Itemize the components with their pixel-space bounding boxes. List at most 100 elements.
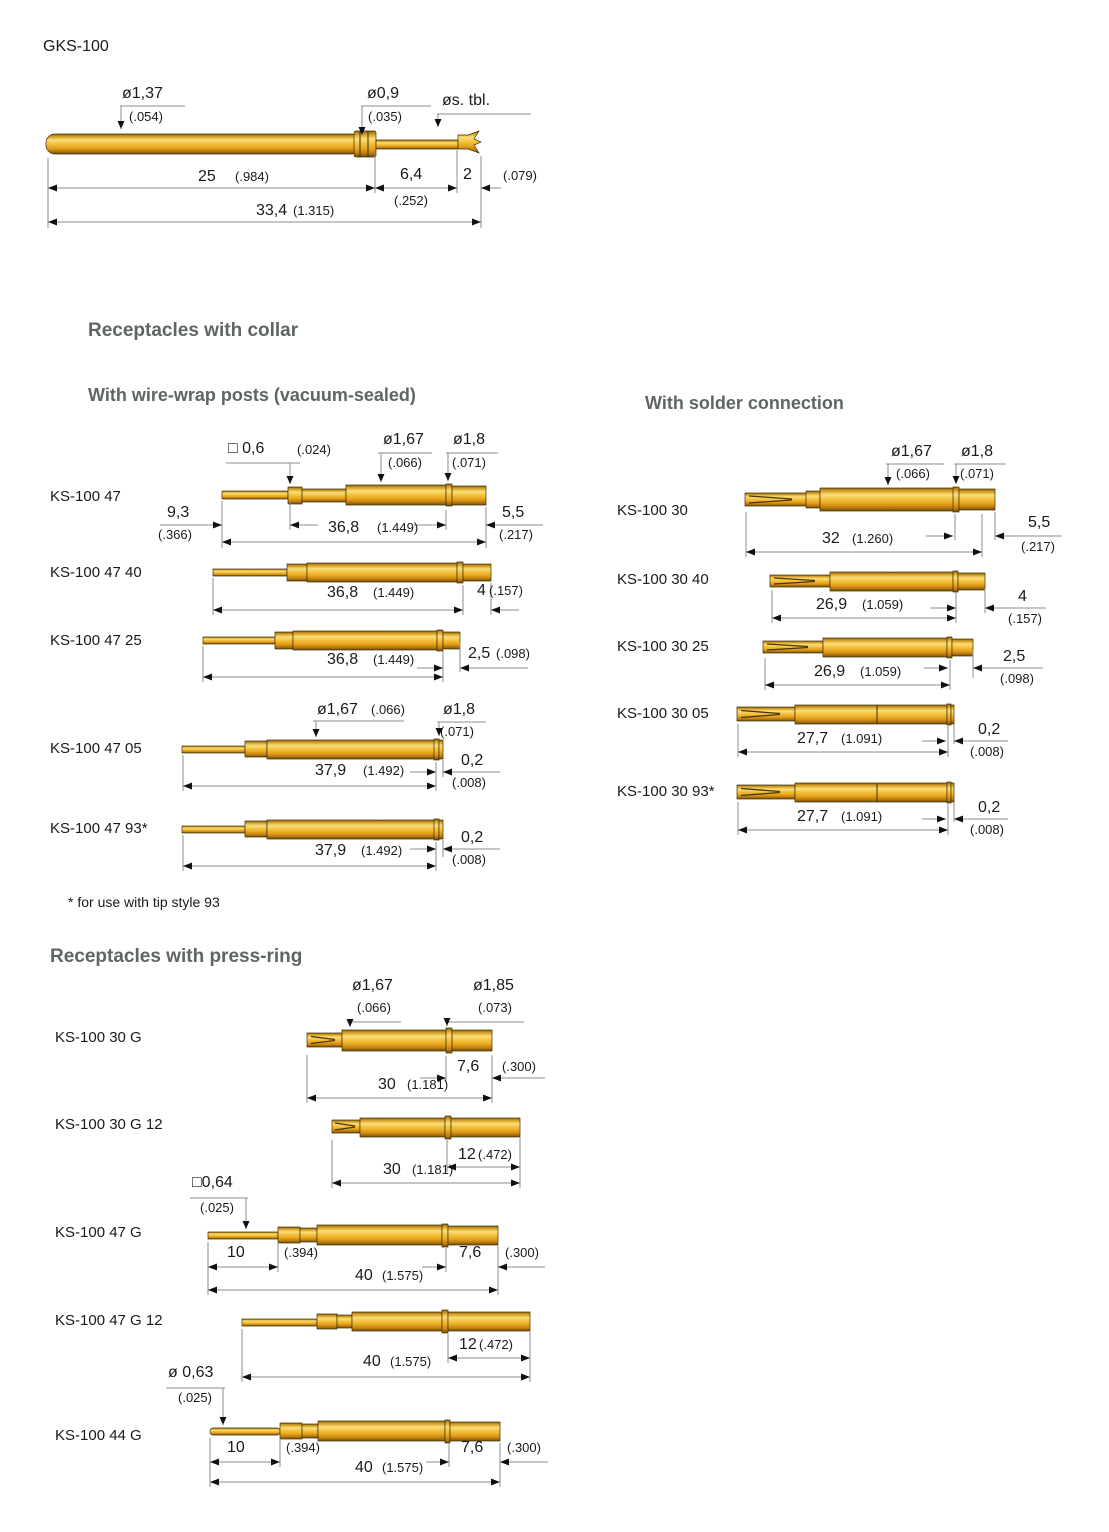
- dim-length: 37,9: [315, 762, 347, 779]
- dim-length: 40: [355, 1459, 373, 1476]
- dim-dia2-inch: (.071): [960, 466, 994, 481]
- dim-tip: 12: [459, 1336, 477, 1353]
- dim-tip-inch: (.300): [507, 1440, 541, 1455]
- dim-dia1-inch: (.066): [388, 455, 422, 470]
- dim-body-diameter-inch: (.054): [129, 109, 163, 124]
- dim-length: 30: [383, 1161, 401, 1178]
- dim-tip-inch: (.157): [489, 583, 523, 598]
- dim-dia1-inch: (.066): [896, 466, 930, 481]
- dim-tip-inch: (.008): [452, 852, 486, 867]
- dim-post-length-inch: (.394): [284, 1245, 318, 1260]
- dim-barrel-length: 25: [198, 168, 216, 185]
- dim-tip-diameter-ref: øs. tbl.: [442, 92, 491, 109]
- dim-tip-inch: (.008): [970, 744, 1004, 759]
- dim-length-inch: (1.449): [373, 652, 415, 667]
- dim-tip-inch: (.008): [452, 775, 486, 790]
- dim-post-length-inch: (.394): [286, 1440, 320, 1455]
- dim-tip: 0,2: [461, 752, 484, 769]
- footnote: * for use with tip style 93: [68, 894, 220, 910]
- figure-ks-100-44-g: [166, 1387, 548, 1487]
- dim-tip: 4: [1018, 588, 1027, 605]
- dim-length-inch: (1.260): [852, 531, 894, 546]
- dim-tip-inch: (.098): [1000, 671, 1034, 686]
- dim-plunger-diameter: ø0,9: [367, 85, 400, 102]
- dim-plunger-length-inch: (.252): [394, 193, 428, 208]
- dim-tip: 2,5: [1003, 648, 1026, 665]
- dim-length: 36,8: [328, 519, 360, 536]
- row-label-ks-100-47-05: KS-100 47 05: [50, 740, 142, 757]
- dim-length-inch: (1.181): [412, 1162, 454, 1177]
- dim-post-diameter: ø 0,63: [168, 1364, 214, 1381]
- dim-dia2-inch: (.071): [452, 455, 486, 470]
- figure-ks-100-30-93: [736, 781, 1008, 835]
- dim-dia1-inch: (.066): [357, 1000, 391, 1015]
- dim-post-length: 10: [227, 1439, 245, 1456]
- dim-length: 27,7: [797, 730, 829, 747]
- dim-dia1: ø1,67: [352, 977, 393, 994]
- dim-length-inch: (1.449): [373, 585, 415, 600]
- dim-length-inch: (1.059): [862, 597, 904, 612]
- figure-ks-100-30-g: [306, 1018, 545, 1103]
- dim-length-inch: (1.181): [407, 1077, 449, 1092]
- dim-dia1: ø1,67: [891, 443, 932, 460]
- figure-ks-100-30-g-12: [331, 1115, 521, 1188]
- figure-ks-100-30-40: [769, 570, 1046, 623]
- row-label-ks-100-30-93: KS-100 30 93*: [617, 783, 715, 800]
- dim-barrel-length-inch: (.984): [235, 169, 269, 184]
- dim-tip-inch: (.300): [505, 1245, 539, 1260]
- dim-length-inch: (1.059): [860, 664, 902, 679]
- dim-plunger-diameter-inch: (.035): [368, 109, 402, 124]
- dim-length: 26,9: [816, 596, 848, 613]
- dim-tip: 0,2: [978, 799, 1001, 816]
- figure-ks-100-47-05: [181, 720, 500, 791]
- dim-length-inch: (1.492): [363, 763, 405, 778]
- row-label-ks-100-30-25: KS-100 30 25: [617, 638, 709, 655]
- row-label-ks-100-30-40: KS-100 30 40: [617, 571, 709, 588]
- dim-length: 36,8: [327, 584, 359, 601]
- dim-tip: 7,6: [457, 1058, 480, 1075]
- dim-length: 40: [363, 1353, 381, 1370]
- dim-tip-inch: (.472): [478, 1147, 512, 1162]
- dim-tip: 5,5: [502, 504, 525, 521]
- dim-tip-inch: (.300): [502, 1059, 536, 1074]
- dim-square-post: □0,64: [192, 1174, 233, 1191]
- row-label-ks-100-44-g: KS-100 44 G: [55, 1427, 142, 1444]
- dim-length: 40: [355, 1267, 373, 1284]
- dim-length: 30: [378, 1076, 396, 1093]
- dim-tip: 2,5: [468, 645, 491, 662]
- row-label-ks-100-47-g-12: KS-100 47 G 12: [55, 1312, 163, 1329]
- dim-dia1: ø1,67: [383, 431, 424, 448]
- figure-ks-100-47-25: [202, 629, 528, 682]
- dim-length-inch: (1.492): [361, 843, 403, 858]
- dim-square-post-inch: (.025): [200, 1200, 234, 1215]
- dim-tip: 0,2: [461, 829, 484, 846]
- dim-square-post-inch: (.024): [297, 442, 331, 457]
- figure-ks-100-47-40: [212, 561, 519, 615]
- dim-post-length: 9,3: [167, 504, 190, 521]
- dim-dia2: ø1,8: [453, 431, 486, 448]
- row-label-ks-100-47-40: KS-100 47 40: [50, 564, 142, 581]
- dim-square-post: □ 0,6: [228, 440, 265, 457]
- dim-tip: 0,2: [978, 721, 1001, 738]
- row-label-ks-100-30-g-12: KS-100 30 G 12: [55, 1116, 163, 1133]
- dim-tip-inch: (.157): [1008, 611, 1042, 626]
- dim-tip: 7,6: [459, 1244, 482, 1261]
- dim-length: 36,8: [327, 651, 359, 668]
- dim-dia2: ø1,8: [961, 443, 994, 460]
- row-label-ks-100-30-05: KS-100 30 05: [617, 705, 709, 722]
- dim-tip-inch: (.098): [496, 646, 530, 661]
- figure-ks-100-47: [160, 452, 543, 548]
- page-title: GKS-100: [43, 38, 109, 55]
- dim-tip-length: 2: [463, 166, 472, 183]
- dim-length-inch: (1.091): [841, 809, 883, 824]
- dim-tip: 5,5: [1028, 514, 1051, 531]
- row-label-ks-100-47-g: KS-100 47 G: [55, 1224, 142, 1241]
- dim-dia2-inch: (.073): [478, 1000, 512, 1015]
- dim-length: 26,9: [814, 663, 846, 680]
- section-heading-solder: With solder connection: [645, 393, 844, 413]
- row-label-ks-100-47: KS-100 47: [50, 488, 121, 505]
- figure-ks-100-30: [744, 463, 1062, 557]
- dim-dia2: ø1,8: [443, 701, 476, 718]
